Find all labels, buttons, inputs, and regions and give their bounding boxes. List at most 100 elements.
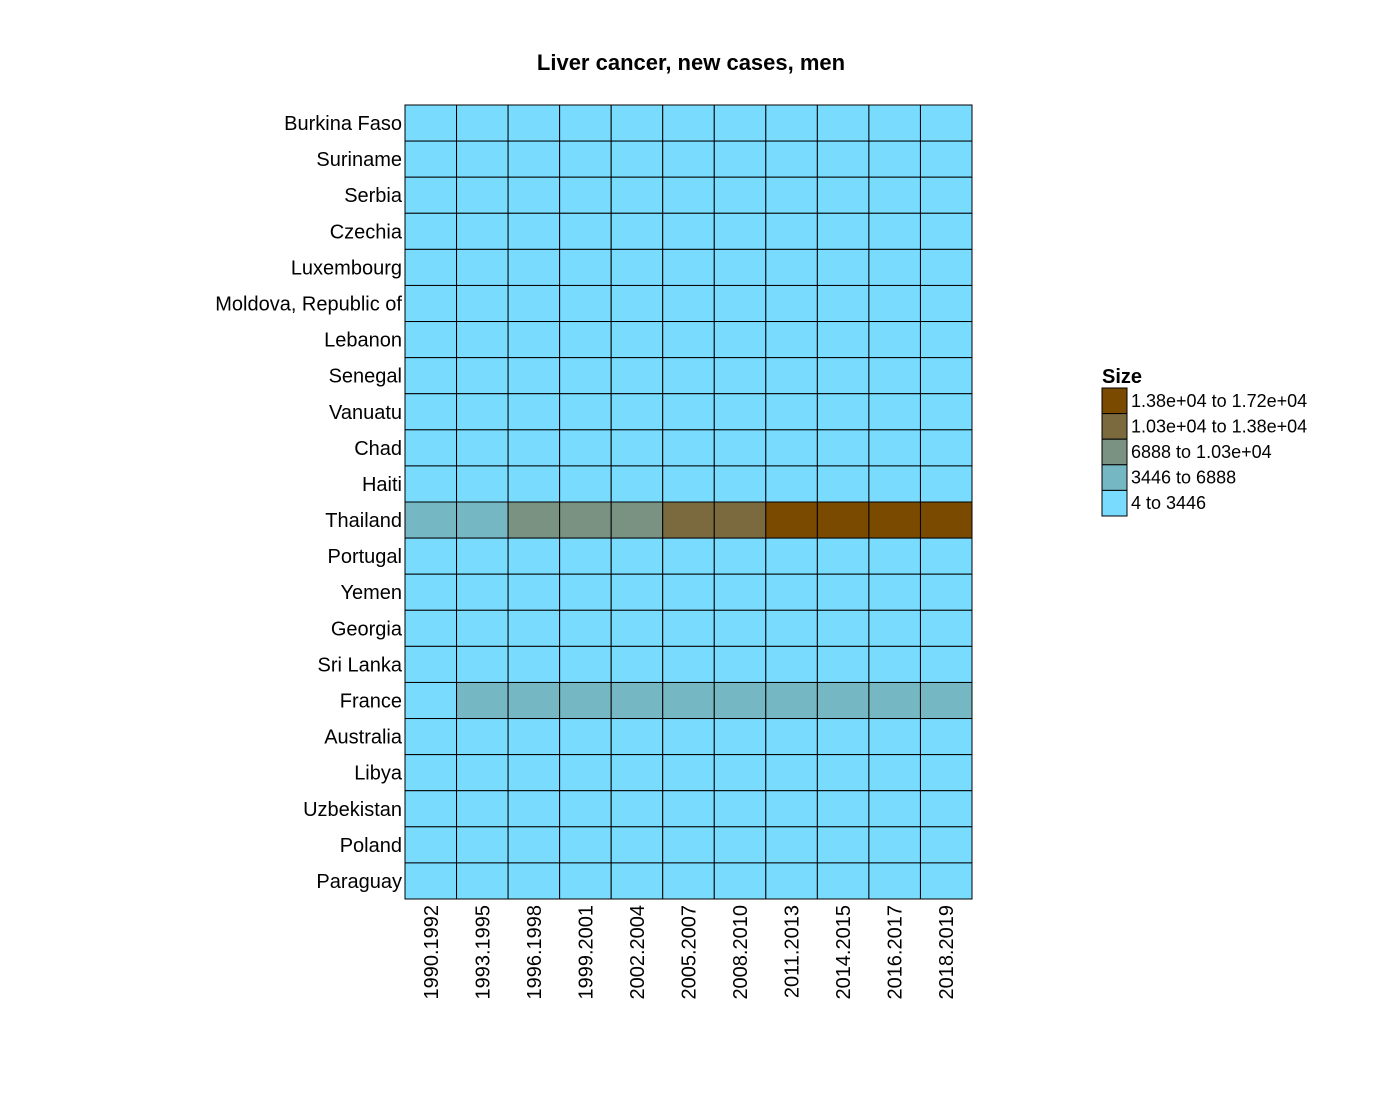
heatmap-cell — [404, 248, 458, 286]
heatmap-cell — [713, 537, 767, 575]
heatmap-cell — [816, 140, 870, 178]
y-tick-label: Haiti — [362, 474, 402, 496]
heatmap-cell — [868, 573, 921, 611]
heatmap-cell — [404, 573, 458, 611]
heatmap-cell — [662, 573, 715, 611]
heatmap-cell — [868, 429, 921, 467]
heatmap-cell — [507, 826, 561, 864]
heatmap-cell — [559, 862, 612, 900]
heatmap-cell — [559, 790, 612, 828]
heatmap-cell — [507, 790, 561, 828]
heatmap-cell — [559, 645, 612, 683]
legend-label: 3446 to 6888 — [1131, 468, 1236, 488]
heatmap-cell — [662, 754, 715, 792]
heatmap-cell — [507, 393, 561, 431]
y-tick-label: Australia — [324, 727, 403, 749]
heatmap-cell — [713, 357, 767, 395]
heatmap-cell — [713, 609, 767, 647]
x-axis-labels: 1990.1992 1993.1995 1996.1998 1999.2001 2002… — [421, 905, 958, 1000]
heatmap-cell — [559, 537, 612, 575]
heatmap-cell — [816, 321, 870, 359]
heatmap-cell — [507, 104, 561, 142]
heatmap-cell — [919, 104, 973, 142]
x-tick-label: 2002.2004 — [627, 905, 649, 1000]
heatmap-cell — [662, 790, 715, 828]
heatmap-cell — [559, 357, 612, 395]
heatmap-cell — [507, 429, 561, 467]
heatmap-cell — [816, 537, 870, 575]
heatmap-cell — [919, 321, 973, 359]
heatmap-cell — [868, 357, 921, 395]
x-tick-label: 2014.2015 — [833, 905, 855, 1000]
heatmap-cell — [713, 284, 767, 323]
heatmap-cell — [919, 248, 973, 286]
heatmap-cell — [456, 429, 509, 467]
heatmap-cell — [713, 645, 767, 683]
heatmap-cell — [713, 393, 767, 431]
heatmap-cell — [456, 537, 509, 575]
heatmap-cell — [404, 140, 458, 178]
heatmap-cell — [404, 645, 458, 683]
heatmap-cell — [713, 501, 767, 539]
heatmap-cell — [868, 645, 921, 683]
heatmap-cell — [559, 501, 612, 539]
heatmap-cell — [765, 429, 818, 467]
heatmap-cell — [507, 284, 561, 323]
heatmap-cell — [456, 609, 509, 647]
heatmap-cell — [404, 393, 458, 431]
x-tick-label: 1993.1995 — [472, 905, 494, 1000]
heatmap-cell — [559, 465, 612, 503]
heatmap-cell — [559, 284, 612, 323]
heatmap-cell — [816, 681, 870, 720]
heatmap-cell — [868, 754, 921, 792]
heatmap-cell — [610, 501, 664, 539]
heatmap-cell — [765, 718, 818, 756]
heatmap-cell — [713, 429, 767, 467]
heatmap-cell — [713, 718, 767, 756]
heatmap-cell — [610, 212, 664, 250]
heatmap-cell — [816, 790, 870, 828]
legend-swatch — [1101, 438, 1128, 466]
heatmap-cell — [662, 212, 715, 250]
heatmap-cell — [404, 284, 458, 323]
legend: Size 1.38e+04 to 1.72e+04 1.03e+04 to 1.3… — [1101, 366, 1307, 517]
heatmap-cell — [610, 754, 664, 792]
heatmap-cell — [404, 754, 458, 792]
heatmap-cell — [456, 573, 509, 611]
heatmap-cell — [456, 284, 509, 323]
heatmap-cell — [507, 537, 561, 575]
heatmap-cell — [404, 176, 458, 214]
heatmap-cell — [456, 718, 509, 756]
heatmap-cell — [919, 176, 973, 214]
heatmap-cell — [662, 609, 715, 647]
heatmap-cell — [868, 862, 921, 900]
heatmap-cell — [765, 140, 818, 178]
heatmap-cell — [919, 212, 973, 250]
heatmap-cell — [713, 212, 767, 250]
heatmap-cell — [765, 790, 818, 828]
heatmap-cell — [919, 393, 973, 431]
y-tick-label: Moldova, Republic of — [215, 294, 402, 316]
heatmap-cell — [456, 393, 509, 431]
heatmap-cell — [559, 681, 612, 720]
y-axis-labels: Burkina Faso Suriname Serbia Czechia Luxembo… — [215, 113, 403, 893]
legend-swatch — [1101, 464, 1128, 491]
heatmap-cell — [456, 790, 509, 828]
heatmap-cell — [662, 718, 715, 756]
x-tick-label: 2016.2017 — [885, 905, 907, 1000]
heatmap-cell — [662, 429, 715, 467]
heatmap-cell — [765, 754, 818, 792]
heatmap-cell — [765, 573, 818, 611]
heatmap-cell — [765, 248, 818, 286]
heatmap-cell — [816, 573, 870, 611]
heatmap-cell — [610, 718, 664, 756]
heatmap-cell — [404, 790, 458, 828]
heatmap-cell — [610, 176, 664, 214]
heatmap-cell — [868, 248, 921, 286]
x-tick-label: 1999.2001 — [575, 905, 597, 1000]
heatmap-cell — [456, 681, 509, 720]
heatmap-cell — [868, 104, 921, 142]
heatmap-cell — [610, 465, 664, 503]
heatmap-cell — [404, 681, 458, 720]
